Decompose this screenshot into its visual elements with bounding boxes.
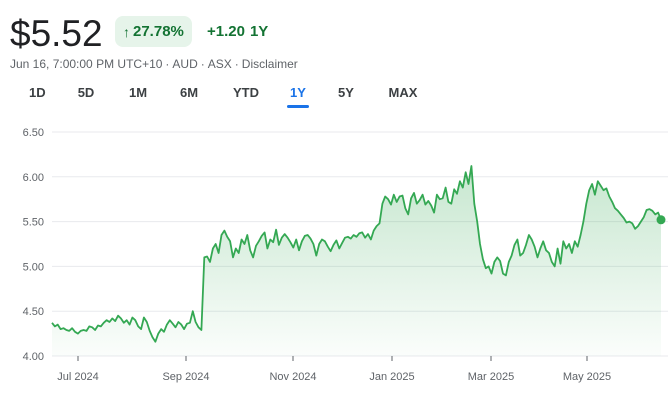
tab-6m[interactable]: 6M <box>179 85 199 100</box>
tab-1m[interactable]: 1M <box>128 85 148 100</box>
change-percent: 27.78% <box>133 23 184 40</box>
y-tick-label: 4.50 <box>23 306 44 318</box>
y-tick-label: 6.50 <box>23 127 44 139</box>
price-chart[interactable]: 4.00 4.50 5.00 5.50 6.00 6.50 Jul 2024 Sep 202… <box>0 112 672 400</box>
disclaimer-link[interactable]: Disclaimer <box>241 57 298 71</box>
price-area-fill <box>52 166 661 356</box>
change-period: 1Y <box>249 23 269 40</box>
change-percent-badge: ↑ 27.78% <box>115 16 192 47</box>
y-axis: 4.00 4.50 5.00 5.50 6.00 6.50 <box>23 127 44 363</box>
separator-dot: · <box>234 57 239 71</box>
stock-price: $5.52 <box>10 13 103 54</box>
separator-dot: · <box>200 57 205 71</box>
tab-1d[interactable]: 1D <box>29 85 46 100</box>
y-tick-label: 4.00 <box>23 351 44 363</box>
x-tick-label: Sep 2024 <box>162 371 209 383</box>
change-amount: +1.20 <box>207 23 245 40</box>
arrow-up-icon: ↑ <box>123 23 130 40</box>
x-tick-label: Nov 2024 <box>269 371 316 383</box>
y-tick-label: 5.00 <box>23 261 44 273</box>
last-price-dot <box>656 215 666 225</box>
timestamp: Jun 16, 7:00:00 PM UTC+10 <box>10 57 163 71</box>
y-tick-label: 6.00 <box>23 172 44 184</box>
currency: AUD <box>172 57 198 71</box>
x-tick-label: May 2025 <box>563 371 611 383</box>
tab-max[interactable]: MAX <box>388 85 418 100</box>
tab-5y[interactable]: 5Y <box>338 85 354 100</box>
price-line <box>51 165 662 343</box>
x-axis: Jul 2024 Sep 2024 Nov 2024 Jan 2025 Mar 2025… <box>57 356 611 383</box>
change-amount-row: +1.20 1Y <box>207 23 273 40</box>
x-tick-label: Mar 2025 <box>468 371 514 383</box>
tab-5d[interactable]: 5D <box>77 85 95 100</box>
tab-1y[interactable]: 1Y <box>287 82 309 108</box>
x-tick-label: Jan 2025 <box>369 371 414 383</box>
tab-ytd[interactable]: YTD <box>233 85 259 100</box>
series-price <box>51 165 666 356</box>
x-tick-label: Jul 2024 <box>57 371 99 383</box>
quote-meta: Jun 16, 7:00:00 PM UTC+10 · AUD · ASX · Discla… <box>10 57 298 71</box>
y-tick-label: 5.50 <box>23 217 44 229</box>
separator-dot: · <box>165 57 170 71</box>
exchange: ASX <box>207 57 232 71</box>
